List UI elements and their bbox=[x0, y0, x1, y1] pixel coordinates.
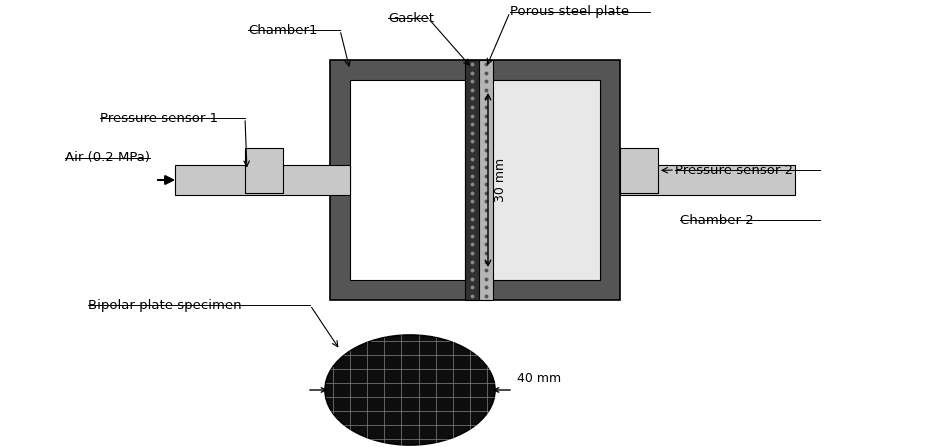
Bar bbox=[479, 60, 493, 300]
Text: 40 mm: 40 mm bbox=[517, 371, 561, 384]
Bar bbox=[465, 60, 479, 300]
Text: 30 mm: 30 mm bbox=[494, 158, 507, 202]
Text: Pressure sensor 1: Pressure sensor 1 bbox=[100, 111, 219, 125]
Text: Chamber1: Chamber1 bbox=[248, 24, 317, 37]
Ellipse shape bbox=[325, 335, 495, 445]
Bar bbox=[620, 148, 658, 193]
Bar bbox=[485, 80, 600, 280]
Bar bbox=[330, 60, 620, 300]
Text: Gasket: Gasket bbox=[388, 12, 434, 25]
Text: Pressure sensor 2: Pressure sensor 2 bbox=[675, 164, 793, 177]
Text: Air (0.2 MPa): Air (0.2 MPa) bbox=[65, 152, 150, 164]
Bar bbox=[485, 80, 600, 280]
Text: Chamber 2: Chamber 2 bbox=[680, 214, 754, 227]
Text: Bipolar plate specimen: Bipolar plate specimen bbox=[88, 299, 242, 312]
Bar bbox=[245, 148, 283, 193]
Bar bbox=[175, 165, 350, 195]
Text: Porous steel plate: Porous steel plate bbox=[510, 5, 629, 18]
Bar bbox=[350, 80, 465, 280]
Bar bbox=[620, 165, 795, 195]
